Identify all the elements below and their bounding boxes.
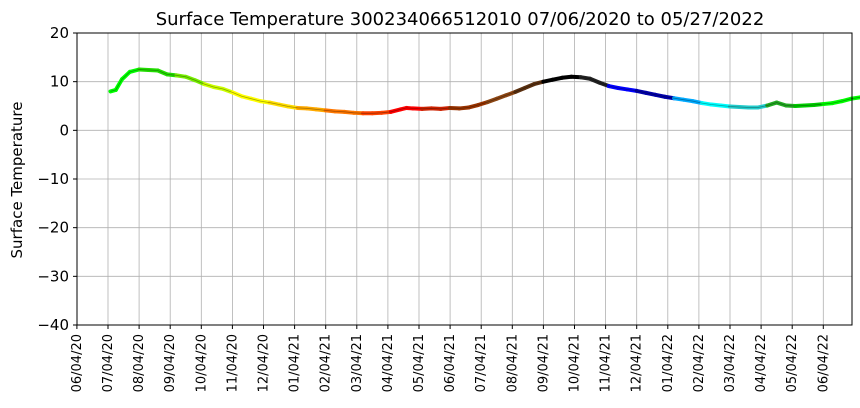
x-tick-label: 07/04/20 [101, 334, 116, 392]
y-ticks: −40 −30 −20 −10 0 10 20 [37, 24, 77, 334]
grid-lines [76, 32, 852, 326]
x-tick-label: 05/04/21 [412, 334, 427, 392]
y-tick-label: −40 [37, 316, 69, 334]
series-segment [113, 77, 124, 92]
x-tick-label: 01/04/22 [661, 334, 676, 392]
data-series [108, 67, 860, 116]
x-tick-label: 06/04/20 [70, 334, 85, 392]
x-tick-label: 09/04/20 [163, 334, 178, 392]
x-tick-label: 06/04/21 [443, 334, 458, 392]
x-tick-label: 09/04/21 [536, 334, 551, 392]
x-tick-label: 12/04/20 [257, 334, 272, 392]
y-axis-label: Surface Temperature [8, 102, 26, 259]
x-tick-label: 01/04/21 [288, 334, 303, 392]
x-tick-label: 10/04/21 [568, 334, 583, 392]
x-tick-label: 02/04/21 [319, 334, 334, 392]
x-tick-label: 08/04/21 [505, 334, 520, 392]
y-tick-label: 0 [59, 121, 69, 139]
y-tick-label: −20 [37, 219, 69, 237]
x-tick-label: 12/04/21 [630, 334, 645, 392]
x-tick-label: 03/04/22 [723, 334, 738, 392]
x-tick-label: 03/04/21 [350, 334, 365, 392]
y-tick-label: −10 [37, 170, 69, 188]
y-tick-label: 20 [50, 24, 69, 42]
chart-title: Surface Temperature 300234066512010 07/0… [156, 9, 765, 30]
y-tick-label: 10 [50, 73, 69, 91]
x-tick-label: 11/04/21 [599, 334, 614, 392]
x-tick-label: 10/04/20 [194, 334, 209, 392]
x-tick-label: 04/04/22 [754, 334, 769, 392]
y-tick-label: −30 [37, 267, 69, 285]
x-tick-label: 02/04/22 [692, 334, 707, 392]
x-ticks: 06/04/20 07/04/20 08/04/20 09/04/20 10/04/20… [70, 325, 831, 392]
x-tick-label: 08/04/20 [132, 334, 147, 392]
x-tick-label: 06/04/22 [816, 334, 831, 392]
x-tick-label: 05/04/22 [785, 334, 800, 392]
x-tick-label: 04/04/21 [381, 334, 396, 392]
x-tick-label: 07/04/21 [474, 334, 489, 392]
x-tick-label: 11/04/20 [225, 334, 240, 392]
series-outline [110, 69, 860, 114]
